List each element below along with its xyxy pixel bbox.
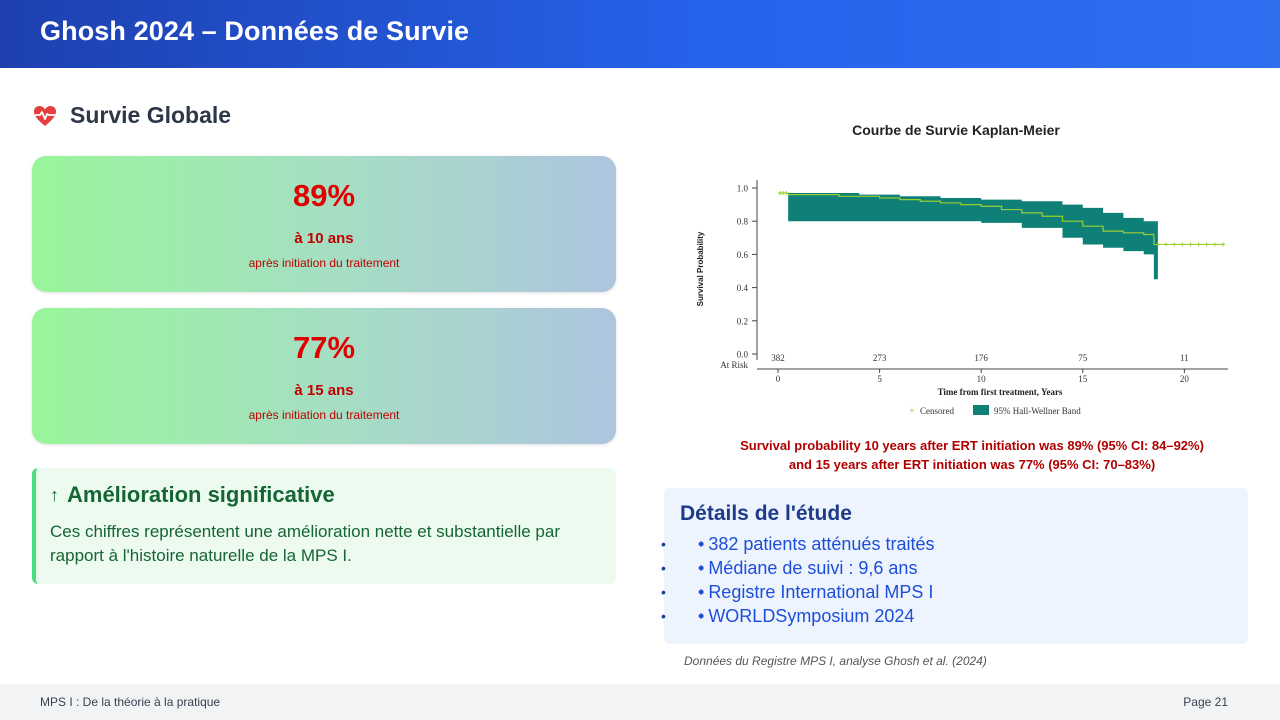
at-risk-count: 176 (974, 353, 988, 363)
confidence-band (788, 192, 1158, 280)
stat-card-10-years: 89% à 10 ans après initiation du traitem… (32, 156, 616, 292)
details-item-text: Médiane de suivi : 9,6 ans (708, 558, 918, 578)
bullet-icon: • (661, 560, 666, 576)
at-risk-count: 273 (873, 353, 887, 363)
list-item: • • 382 patients atténués traités (661, 532, 935, 556)
list-item: • • Médiane de suivi : 9,6 ans (661, 556, 934, 580)
stat-label: à 10 ans (294, 230, 354, 247)
heartbeat-icon (34, 105, 56, 126)
y-tick-label: 1.0 (737, 184, 749, 194)
section-title: Survie Globale (70, 102, 232, 128)
bullet-icon: • (661, 584, 666, 600)
page-title: Ghosh 2024 – Données de Survie (40, 16, 470, 46)
stat-subtitle: après initiation du traitement (248, 408, 400, 422)
survival-curve (778, 192, 1225, 246)
bullet-icon: • (698, 534, 705, 554)
x-tick-label: 0 (776, 374, 781, 384)
details-item-text: WORLDSymposium 2024 (708, 606, 915, 626)
chart-caption: Survival probability 10 years after ERT … (688, 436, 1256, 474)
at-risk-count: 11 (1180, 353, 1189, 363)
improvement-text: Ces chiffres représentent une améliorati… (50, 522, 560, 565)
at-risk-label: At Risk (720, 360, 748, 370)
page-number: Page 21 (1183, 695, 1228, 709)
legend-band-swatch (973, 405, 989, 415)
footer-bar: MPS I : De la théorie à la pratique Page… (0, 684, 1280, 720)
details-title: Détails de l'étude (680, 502, 852, 525)
x-tick-label: 10 (977, 374, 987, 384)
header-bar: Ghosh 2024 – Données de Survie (0, 0, 1280, 68)
at-risk-count: 382 (771, 353, 785, 363)
x-tick-label: 15 (1078, 374, 1088, 384)
study-details-panel: Détails de l'étude • • 382 patients atténu… (661, 488, 1248, 644)
caption-line-2: and 15 years after ERT initiation was 77… (788, 457, 1156, 472)
y-tick-label: 0.4 (737, 283, 749, 293)
stat-card-15-years: 77% à 15 ans après initiation du traitem… (32, 308, 616, 444)
bullet-icon: • (698, 558, 705, 578)
chart-svg: 0.0 0.2 0.4 0.6 0.8 1.0 Survival Probability 0 5… (696, 172, 1246, 417)
y-tick-label: 0.0 (737, 350, 749, 360)
details-item-text: Registre International MPS I (708, 582, 934, 602)
arrow-up-icon: ↑ (50, 484, 59, 505)
legend-censored-marker: + (909, 406, 915, 417)
chart-title: Courbe de Survie Kaplan-Meier (852, 122, 1060, 138)
bullet-icon: • (698, 606, 705, 626)
list-item: • • WORLDSymposium 2024 (661, 604, 934, 628)
improvement-heading: ↑ Amélioration significative (50, 482, 335, 508)
x-tick-label: 20 (1180, 374, 1190, 384)
stat-subtitle: après initiation du traitement (248, 256, 400, 270)
details-list: • • 382 patients atténués traités • • Médian… (661, 532, 935, 628)
section-heading: Survie Globale (32, 102, 231, 129)
legend-censored-label: Censored (920, 406, 954, 416)
source-note: Données du Registre MPS I, analyse Ghosh… (684, 654, 987, 668)
legend-band-label: 95% Hall-Wellner Band (994, 406, 1081, 416)
details-item-text: 382 patients atténués traités (708, 534, 935, 554)
bullet-icon: • (661, 608, 666, 624)
kaplan-meier-chart: 0.0 0.2 0.4 0.6 0.8 1.0 Survival Probability 0 5… (688, 170, 1246, 432)
y-tick-label: 0.2 (737, 316, 748, 326)
y-tick-label: 0.8 (737, 217, 749, 227)
caption-line-1: Survival probability 10 years after ERT … (740, 438, 1204, 453)
x-axis-label: Time from first treatment, Years (938, 387, 1063, 397)
bullet-icon: • (661, 536, 666, 552)
at-risk-count: 75 (1078, 353, 1088, 363)
stat-value: 89% (292, 178, 356, 213)
y-tick-label: 0.6 (737, 250, 749, 260)
stat-label: à 15 ans (294, 382, 354, 399)
y-axis-label: Survival Probability (696, 231, 705, 306)
stat-value: 77% (292, 330, 356, 365)
x-tick-label: 5 (877, 374, 882, 384)
list-item: • • Registre International MPS I (661, 580, 934, 604)
footer-title: MPS I : De la théorie à la pratique (40, 695, 221, 709)
improvement-callout: ↑ Amélioration significative Ces chiffre… (32, 468, 616, 584)
improvement-title: Amélioration significative (67, 482, 335, 507)
bullet-icon: • (698, 582, 705, 602)
